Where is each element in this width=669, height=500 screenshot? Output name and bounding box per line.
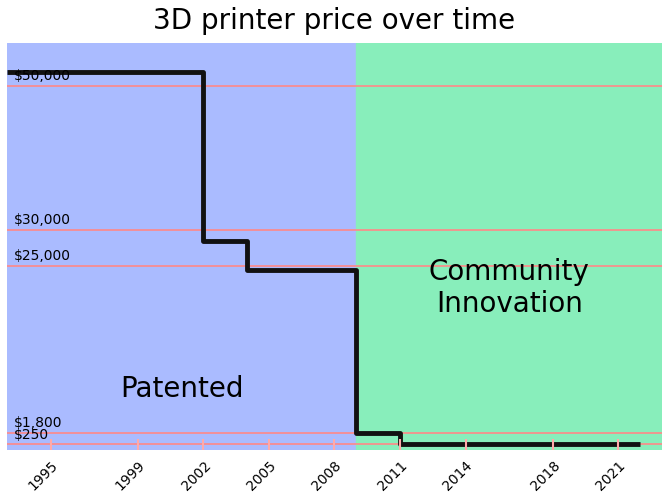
- Text: 1999: 1999: [113, 458, 148, 494]
- Text: Community
Innovation: Community Innovation: [429, 258, 589, 318]
- Text: 2021: 2021: [593, 458, 628, 494]
- Text: $50,000: $50,000: [13, 69, 70, 83]
- Text: 1995: 1995: [25, 458, 60, 494]
- Text: Patented: Patented: [120, 374, 244, 402]
- Text: 2008: 2008: [310, 458, 345, 494]
- Title: 3D printer price over time: 3D printer price over time: [153, 7, 516, 35]
- Text: $25,000: $25,000: [13, 250, 70, 264]
- Text: 2014: 2014: [441, 458, 476, 494]
- Text: $1,800: $1,800: [13, 416, 62, 430]
- Text: 2002: 2002: [179, 458, 213, 493]
- Text: $250: $250: [13, 428, 49, 442]
- Bar: [7, 43, 357, 450]
- Text: 2018: 2018: [528, 458, 563, 494]
- Text: 2005: 2005: [244, 458, 279, 493]
- Text: $30,000: $30,000: [13, 214, 70, 228]
- Bar: [357, 43, 662, 450]
- Text: 2011: 2011: [375, 458, 410, 494]
